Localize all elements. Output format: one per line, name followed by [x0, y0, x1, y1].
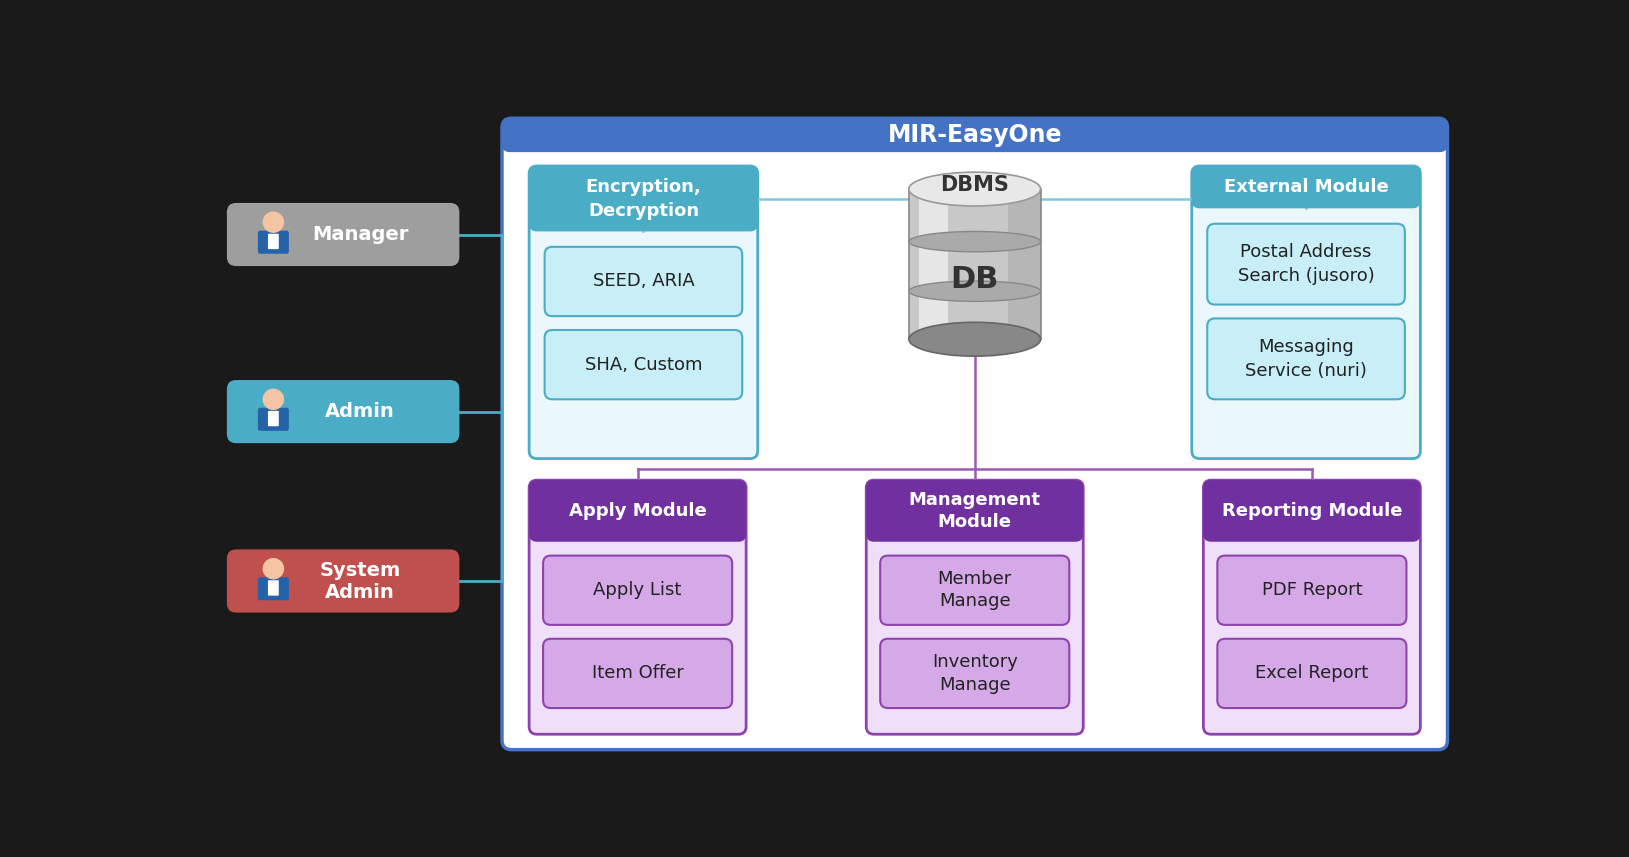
- FancyBboxPatch shape: [267, 580, 279, 596]
- FancyBboxPatch shape: [880, 555, 1069, 625]
- FancyBboxPatch shape: [544, 247, 743, 316]
- Text: External Module: External Module: [1223, 178, 1388, 196]
- FancyBboxPatch shape: [1217, 638, 1406, 708]
- Text: Management
Module: Management Module: [909, 491, 1041, 531]
- Circle shape: [264, 389, 283, 410]
- Circle shape: [264, 559, 283, 578]
- Bar: [1008, 189, 1041, 339]
- FancyBboxPatch shape: [226, 549, 459, 613]
- FancyBboxPatch shape: [502, 118, 1448, 153]
- FancyBboxPatch shape: [257, 408, 288, 431]
- FancyBboxPatch shape: [542, 638, 731, 708]
- FancyBboxPatch shape: [529, 480, 746, 542]
- FancyBboxPatch shape: [1207, 224, 1404, 304]
- Text: SHA, Custom: SHA, Custom: [585, 356, 702, 374]
- Text: Apply List: Apply List: [593, 581, 683, 599]
- FancyBboxPatch shape: [502, 118, 1448, 750]
- Text: Messaging
Service (nuri): Messaging Service (nuri): [1245, 338, 1367, 380]
- Text: Inventory
Manage: Inventory Manage: [932, 653, 1018, 693]
- FancyBboxPatch shape: [257, 577, 288, 600]
- Text: Postal Address
Search (jusoro): Postal Address Search (jusoro): [1238, 243, 1375, 285]
- FancyBboxPatch shape: [529, 166, 757, 458]
- Text: SEED, ARIA: SEED, ARIA: [593, 273, 694, 291]
- Text: Member
Manage: Member Manage: [938, 570, 1012, 610]
- Bar: [909, 189, 1041, 339]
- FancyBboxPatch shape: [267, 234, 279, 249]
- Text: DB: DB: [951, 265, 999, 294]
- FancyBboxPatch shape: [1217, 555, 1406, 625]
- FancyBboxPatch shape: [267, 411, 279, 426]
- FancyBboxPatch shape: [1207, 319, 1404, 399]
- Text: Admin: Admin: [326, 402, 396, 421]
- FancyBboxPatch shape: [226, 203, 459, 266]
- Text: System
Admin: System Admin: [319, 560, 401, 602]
- FancyBboxPatch shape: [1192, 166, 1420, 208]
- Text: MIR-EasyOne: MIR-EasyOne: [888, 123, 1062, 147]
- Text: Manager: Manager: [313, 225, 409, 244]
- FancyBboxPatch shape: [529, 480, 746, 734]
- Text: Apply Module: Apply Module: [569, 502, 707, 520]
- FancyBboxPatch shape: [867, 480, 1083, 734]
- Ellipse shape: [909, 172, 1041, 206]
- FancyBboxPatch shape: [226, 380, 459, 443]
- Text: Reporting Module: Reporting Module: [1222, 502, 1403, 520]
- Text: Encryption,
Decryption: Encryption, Decryption: [585, 178, 702, 219]
- Text: PDF Report: PDF Report: [1261, 581, 1362, 599]
- FancyBboxPatch shape: [542, 555, 731, 625]
- FancyBboxPatch shape: [544, 330, 743, 399]
- Ellipse shape: [909, 281, 1041, 302]
- Text: Excel Report: Excel Report: [1256, 664, 1368, 682]
- FancyBboxPatch shape: [1192, 166, 1420, 458]
- Text: DBMS: DBMS: [940, 175, 1010, 195]
- Bar: [919, 189, 948, 339]
- FancyBboxPatch shape: [867, 480, 1083, 542]
- FancyBboxPatch shape: [257, 231, 288, 254]
- FancyBboxPatch shape: [529, 166, 757, 231]
- Text: Item Offer: Item Offer: [591, 664, 684, 682]
- Circle shape: [264, 213, 283, 232]
- FancyBboxPatch shape: [880, 638, 1069, 708]
- FancyBboxPatch shape: [1204, 480, 1420, 734]
- Ellipse shape: [909, 322, 1041, 357]
- Ellipse shape: [909, 231, 1041, 252]
- FancyBboxPatch shape: [1204, 480, 1420, 542]
